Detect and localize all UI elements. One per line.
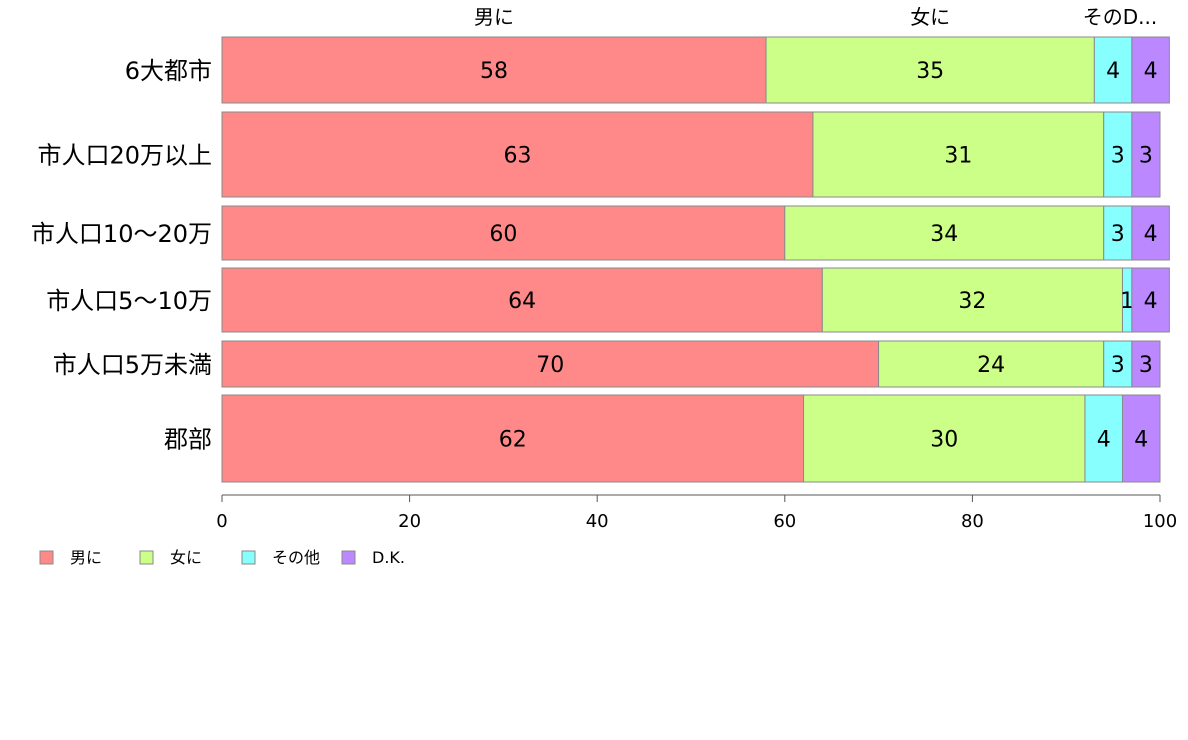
bar-value-label: 64: [508, 289, 536, 314]
bar-value-label: 31: [944, 144, 972, 169]
bar-value-label: 3: [1111, 353, 1125, 378]
bar-segment: [1093, 36, 1133, 104]
category-label: 市人口10〜20万: [31, 220, 212, 248]
bar-segment: [221, 111, 814, 198]
bar-segment: [221, 267, 823, 333]
legend-label: 女に: [170, 548, 202, 567]
bar-segment: [221, 394, 805, 483]
bar-segment: [1131, 267, 1170, 333]
bar-segment: [221, 205, 786, 261]
legend-swatch: [39, 550, 54, 565]
legend-label: 男に: [70, 548, 102, 567]
bar-value-label: 34: [930, 222, 958, 247]
bar-value-label: 4: [1106, 59, 1120, 84]
bar-segment: [1131, 111, 1161, 198]
bar-segment: [1121, 394, 1161, 483]
bar-value-label: 60: [489, 222, 517, 247]
top-series-label: 男に: [474, 5, 514, 29]
top-series-label: 女に: [910, 5, 950, 29]
bar-value-label: 35: [916, 59, 944, 84]
legend-label: D.K.: [372, 548, 405, 567]
bar-segment: [765, 36, 1095, 104]
bar-segment: [1084, 394, 1123, 483]
legend-swatch: [241, 550, 256, 565]
bar-segment: [1131, 205, 1170, 261]
bar-value-label: 63: [503, 144, 531, 169]
bar-segment: [821, 267, 1123, 333]
bar-segment: [1131, 340, 1161, 388]
x-tick-label: 40: [586, 511, 609, 532]
x-tick-label: 20: [398, 511, 421, 532]
bar-value-label: 58: [480, 59, 508, 84]
bar-value-label: 4: [1097, 428, 1111, 453]
x-tick-label: 100: [1143, 511, 1177, 532]
legend-label: その他: [272, 548, 320, 567]
top-series-label: そのD...: [1083, 5, 1157, 29]
bar-segment: [221, 340, 880, 388]
bar-segment: [221, 36, 767, 104]
bar-segment: [803, 394, 1086, 483]
category-label: 郡部: [164, 426, 212, 454]
bar-value-label: 70: [536, 353, 564, 378]
legend-swatch: [341, 550, 356, 565]
category-label: 市人口20万以上: [37, 142, 212, 170]
bar-segment: [878, 340, 1105, 388]
bar-value-label: 4: [1144, 222, 1158, 247]
bar-segment: [1131, 36, 1170, 104]
bar-segment: [812, 111, 1105, 198]
bar-segment: [784, 205, 1105, 261]
bar-value-label: 4: [1134, 428, 1148, 453]
bar-value-label: 32: [958, 289, 986, 314]
bar-value-label: 4: [1144, 59, 1158, 84]
x-tick-label: 60: [773, 511, 796, 532]
category-label: 市人口5万未満: [53, 351, 212, 379]
bar-value-label: 3: [1139, 353, 1153, 378]
category-label: 6大都市: [125, 57, 212, 85]
bar-value-label: 4: [1144, 289, 1158, 314]
legend-swatch: [139, 550, 154, 565]
bar-value-label: 30: [930, 428, 958, 453]
category-label: 市人口5〜10万: [46, 287, 212, 315]
bar-value-label: 62: [499, 428, 527, 453]
bar-value-label: 3: [1139, 144, 1153, 169]
bar-segment: [1103, 340, 1133, 388]
bar-value-label: 24: [977, 353, 1005, 378]
bar-segment: [1103, 111, 1133, 198]
bar-value-label: 3: [1111, 222, 1125, 247]
bar-value-label: 3: [1111, 144, 1125, 169]
x-tick-label: 0: [216, 511, 227, 532]
x-tick-label: 80: [961, 511, 984, 532]
bar-value-label: 1: [1120, 289, 1134, 314]
